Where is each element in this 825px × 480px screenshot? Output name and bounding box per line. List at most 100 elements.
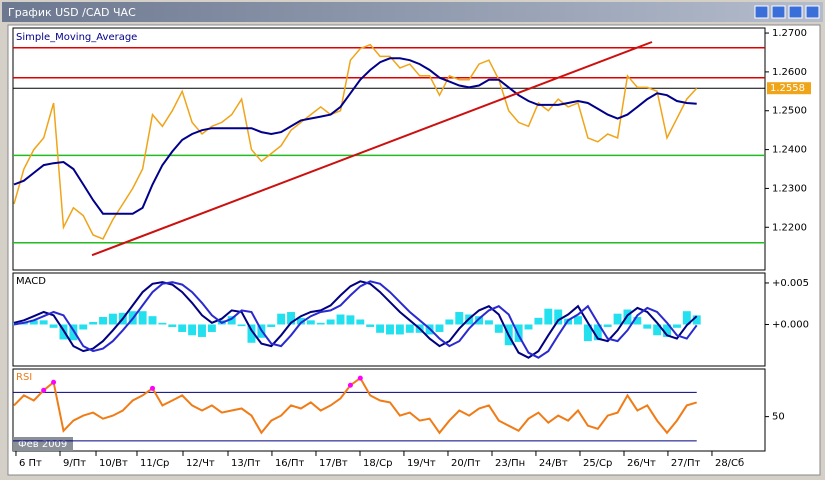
macd-histogram-bar xyxy=(296,317,305,325)
macd-histogram-bar xyxy=(593,324,602,341)
macd-line xyxy=(13,280,698,359)
x-tick-label: 18/Ср xyxy=(363,458,392,469)
macd-histogram-bar xyxy=(672,324,681,328)
macd-histogram-bar xyxy=(99,317,107,325)
macd-histogram-bar xyxy=(158,322,167,325)
panel-title: MACD xyxy=(16,276,46,287)
x-tick-label: 12/Чт xyxy=(186,458,215,469)
rsi-line xyxy=(13,376,697,435)
macd-histogram-bar xyxy=(435,324,444,332)
macd-histogram-bar xyxy=(277,313,286,325)
macd-histogram-bar xyxy=(198,324,206,337)
macd-histogram-bar xyxy=(138,311,147,325)
x-tick-label: 26/Чт xyxy=(627,458,656,469)
rsi-overbought-point xyxy=(150,385,156,391)
macd-histogram-bar xyxy=(29,320,38,325)
macd-histogram-bar xyxy=(69,324,78,341)
title-bar xyxy=(2,2,823,22)
macd-histogram-bar xyxy=(643,324,652,329)
rsi-panel xyxy=(12,368,766,452)
macd-histogram-bar xyxy=(653,324,662,336)
y-tick-label: 1.2300 xyxy=(772,183,807,194)
macd-histogram-bar xyxy=(524,324,533,330)
macd-histogram-bar xyxy=(386,324,394,335)
plot-layer xyxy=(13,375,697,442)
y-tick-label: 1.2200 xyxy=(772,222,807,233)
macd-histogram-bar xyxy=(316,322,325,325)
plot-layer xyxy=(13,280,701,359)
macd-panel xyxy=(12,272,766,367)
y-tick-label: 1.2500 xyxy=(772,106,807,117)
macd-histogram-bar xyxy=(544,308,553,325)
y-tick-label: 1.2700 xyxy=(772,28,807,39)
x-tick-label: 28/Сб xyxy=(715,458,744,469)
macd-histogram-bar xyxy=(603,324,612,327)
macd-histogram-bar xyxy=(692,315,701,325)
close-button[interactable] xyxy=(805,5,820,19)
x-tick-label: 25/Ср xyxy=(583,458,612,469)
x-tick-label: 19/Чт xyxy=(407,458,436,469)
maximize-button[interactable] xyxy=(788,5,803,19)
x-tick-label: 13/Пт xyxy=(231,458,261,469)
macd-histogram-bar xyxy=(237,324,246,327)
indicator-name: Simple_Moving_Average xyxy=(16,32,137,43)
rsi-overbought-point xyxy=(41,387,47,393)
macd-line xyxy=(13,280,698,359)
macd-histogram-bar xyxy=(534,317,543,325)
x-tick-label: 10/Вт xyxy=(99,458,128,469)
window-title: График USD /CAD ЧАС xyxy=(8,6,136,19)
x-tick-label: 16/Пт xyxy=(275,458,305,469)
macd-histogram-bar xyxy=(108,313,117,325)
macd-histogram-bar xyxy=(336,314,345,325)
macd-histogram-bar xyxy=(475,316,483,325)
macd-histogram-bar xyxy=(395,324,404,335)
y-tick-label: 1.2600 xyxy=(772,67,807,78)
macd-histogram-bar xyxy=(39,320,48,325)
x-tick-label: 11/Ср xyxy=(140,458,169,469)
macd-histogram-bar xyxy=(682,311,691,325)
macd-histogram-bar xyxy=(188,324,197,336)
macd-histogram-bar xyxy=(207,324,216,332)
macd-histogram-bar xyxy=(376,324,385,333)
macd-histogram-bar xyxy=(287,312,295,325)
macd-histogram-bar xyxy=(445,319,454,325)
macd-histogram-bar xyxy=(49,324,58,328)
rsi-overbought-point xyxy=(51,379,57,385)
current-price-label: 1.2558 xyxy=(770,83,805,94)
macd-histogram-bar xyxy=(227,316,236,325)
macd-histogram-bar xyxy=(148,316,157,325)
price-panel xyxy=(12,27,766,271)
macd-histogram-bar xyxy=(356,319,365,325)
macd-histogram-bar xyxy=(89,321,98,325)
rsi-overbought-point xyxy=(347,382,353,388)
y-tick-label: +0.000 xyxy=(772,319,809,330)
trend-line xyxy=(91,41,653,257)
current-price-box xyxy=(767,82,811,95)
x-tick-label: 27/Пт xyxy=(671,458,701,469)
x-tick-label: 23/Пн xyxy=(495,458,525,469)
window-buttons[interactable] xyxy=(754,5,820,19)
macd-histogram-bar xyxy=(178,324,187,332)
moving-average-line xyxy=(13,57,697,215)
macd-histogram-bar xyxy=(405,324,414,333)
date-badge-text: Фев 2009 xyxy=(18,439,67,450)
restore-button[interactable] xyxy=(771,5,786,19)
macd-histogram-bar xyxy=(366,324,375,327)
macd-histogram-bar xyxy=(484,320,493,325)
y-tick-label: 50 xyxy=(772,412,785,423)
macd-histogram-bar xyxy=(583,324,592,342)
macd-histogram-bar xyxy=(346,315,355,325)
chart-area xyxy=(7,24,821,476)
macd-histogram-bar xyxy=(663,324,671,337)
plot-layer xyxy=(13,41,765,257)
x-tick-label: 24/Вт xyxy=(539,458,568,469)
x-tick-label: 20/Пт xyxy=(451,458,481,469)
macd-histogram-bar xyxy=(306,320,315,325)
minimize-button[interactable] xyxy=(754,5,769,19)
macd-histogram-bar xyxy=(613,313,622,325)
panel-title: RSI xyxy=(16,372,32,383)
macd-histogram-bar xyxy=(494,324,503,333)
rsi-overbought-point xyxy=(357,375,363,381)
